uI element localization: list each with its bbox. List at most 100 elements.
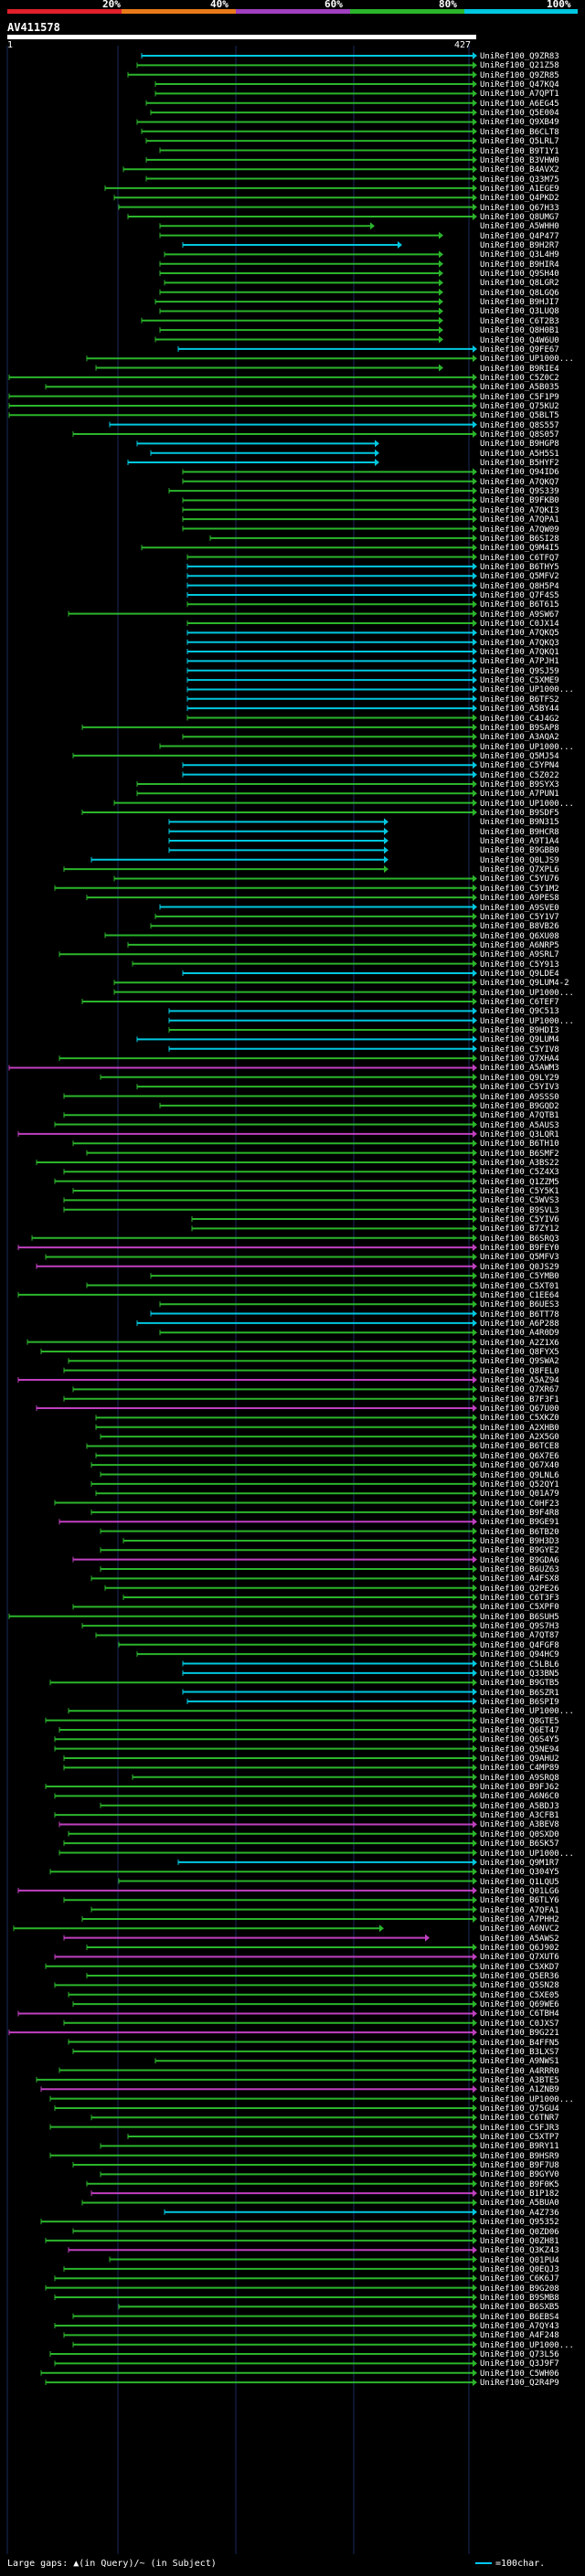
hit-label-link[interactable]: UniRef100_Q9ZR85 — [480, 70, 559, 80]
hit-label-link[interactable]: UniRef100_B9F7U8 — [480, 2161, 559, 2171]
hit-label-link[interactable]: UniRef100_Q4PKD2 — [480, 194, 559, 204]
hit-label-link[interactable]: UniRef100_C5YPN4 — [480, 761, 559, 771]
hit-label-link[interactable]: UniRef100_C6T2B3 — [480, 316, 559, 326]
hit-label-link[interactable]: UniRef100_Q7XPL6 — [480, 865, 559, 875]
hit-label-link[interactable]: UniRef100_B6UZ63 — [480, 1565, 559, 1574]
hit-label-link[interactable]: UniRef100_C5XPF0 — [480, 1603, 559, 1613]
hit-label-link[interactable]: UniRef100_Q9LUM4 — [480, 1035, 559, 1045]
hit-label-link[interactable]: UniRef100_Q5MFV3 — [480, 1253, 559, 1263]
hit-label-link[interactable]: UniRef100_B9H2R7 — [480, 241, 559, 250]
hit-label-link[interactable]: UniRef100_C5Z0C2 — [480, 373, 559, 383]
hit-label-link[interactable]: UniRef100_Q9SWA2 — [480, 1357, 559, 1367]
hit-label-link[interactable]: UniRef100_B9GTB5 — [480, 1679, 559, 1689]
hit-label-link[interactable]: UniRef100_C5YIV6 — [480, 1215, 559, 1225]
hit-label-link[interactable]: UniRef100_A5AZ94 — [480, 1376, 559, 1385]
hit-label-link[interactable]: UniRef100_C6TBH4 — [480, 2009, 559, 2019]
hit-label-link[interactable]: UniRef100_Q7F4S5 — [480, 590, 559, 600]
hit-label-link[interactable]: UniRef100_Q5ER36 — [480, 1972, 559, 1982]
hit-label-link[interactable]: UniRef100_A6NVC2 — [480, 1924, 559, 1935]
hit-label-link[interactable]: UniRef100_C5FJR3 — [480, 2123, 559, 2133]
hit-label-link[interactable]: UniRef100_B4FFN5 — [480, 2038, 559, 2048]
hit-label-link[interactable]: UniRef100_Q3J9F7 — [480, 2359, 559, 2369]
hit-label-link[interactable]: UniRef100_B6TH10 — [480, 1140, 559, 1150]
hit-label-link[interactable]: UniRef100_C5Y5K1 — [480, 1187, 559, 1196]
hit-label-link[interactable]: UniRef100_Q5BLT5 — [480, 411, 559, 421]
hit-label-link[interactable]: UniRef100_A4F248 — [480, 2331, 559, 2341]
hit-label-link[interactable]: UniRef100_Q8LGQ6 — [480, 288, 559, 298]
hit-label-link[interactable]: UniRef100_B6THY5 — [480, 562, 559, 572]
hit-label-link[interactable]: UniRef100_UP1000... — [480, 988, 574, 998]
hit-label-link[interactable]: UniRef100_Q2PE26 — [480, 1584, 559, 1594]
hit-label-link[interactable]: UniRef100_C5Z4X3 — [480, 1168, 559, 1178]
hit-label-link[interactable]: UniRef100_B6TFS2 — [480, 694, 559, 705]
hit-label-link[interactable]: UniRef100_A5H5S1 — [480, 449, 559, 459]
hit-label-link[interactable]: UniRef100_A6N6C0 — [480, 1792, 559, 1802]
hit-label-link[interactable]: UniRef100_B9GE91 — [480, 1518, 559, 1528]
hit-label-link[interactable]: UniRef100_C0JX14 — [480, 620, 559, 629]
hit-label-link[interactable]: UniRef100_Q9C513 — [480, 1007, 559, 1017]
hit-label-link[interactable]: UniRef100_A7QPT1 — [480, 90, 559, 100]
hit-label-link[interactable]: UniRef100_B6UES3 — [480, 1300, 559, 1310]
hit-label-link[interactable]: UniRef100_Q75GU4 — [480, 2104, 559, 2114]
hit-label-link[interactable]: UniRef100_A5AWM3 — [480, 1064, 559, 1074]
hit-label-link[interactable]: UniRef100_A7PHH2 — [480, 1914, 559, 1924]
hit-label-link[interactable]: UniRef100_B6SMF2 — [480, 1149, 559, 1159]
hit-label-link[interactable]: UniRef100_C5Y1M2 — [480, 884, 559, 894]
hit-label-link[interactable]: UniRef100_A9SRQ8 — [480, 1773, 559, 1783]
hit-label-link[interactable]: UniRef100_A9SRL7 — [480, 950, 559, 960]
hit-label-link[interactable]: UniRef100_C4J4G2 — [480, 714, 559, 724]
hit-label-link[interactable]: UniRef100_Q4W6U0 — [480, 335, 559, 345]
hit-label-link[interactable]: UniRef100_B3VHW0 — [480, 155, 559, 165]
hit-label-link[interactable]: UniRef100_C5YMB0 — [480, 1272, 559, 1282]
hit-label-link[interactable]: UniRef100_Q75KU2 — [480, 401, 559, 411]
hit-label-link[interactable]: UniRef100_A9SW67 — [480, 610, 559, 620]
hit-label-link[interactable]: UniRef100_UP1000... — [480, 799, 574, 809]
hit-label-link[interactable]: UniRef100_Q4P477 — [480, 231, 559, 241]
hit-label-link[interactable]: UniRef100_Q3L4H9 — [480, 250, 559, 260]
hit-label-link[interactable]: UniRef100_B9FJ62 — [480, 1783, 559, 1793]
hit-label-link[interactable]: UniRef100_B9SMB8 — [480, 2293, 559, 2303]
hit-label-link[interactable]: UniRef100_B9SDF5 — [480, 809, 559, 818]
hit-label-link[interactable]: UniRef100_C5WH06 — [480, 2369, 559, 2379]
hit-label-link[interactable]: UniRef100_C5XME9 — [480, 676, 559, 686]
hit-label-link[interactable]: UniRef100_B6TB20 — [480, 1527, 559, 1537]
hit-label-link[interactable]: UniRef100_A9SVE0 — [480, 903, 559, 913]
hit-label-link[interactable]: UniRef100_UP1000... — [480, 355, 574, 365]
hit-label-link[interactable]: UniRef100_B9HIR4 — [480, 260, 559, 270]
hit-label-link[interactable]: UniRef100_A7QKQ5 — [480, 629, 559, 639]
hit-label-link[interactable]: UniRef100_Q95352 — [480, 2218, 559, 2228]
hit-label-link[interactable]: UniRef100_Q9FE67 — [480, 345, 559, 355]
hit-label-link[interactable]: UniRef100_A4RRR0 — [480, 2066, 559, 2076]
hit-label-link[interactable]: UniRef100_C5Y1V7 — [480, 912, 559, 922]
hit-label-link[interactable]: UniRef100_Q5E004 — [480, 109, 559, 119]
hit-label-link[interactable]: UniRef100_A3BTE5 — [480, 2075, 559, 2085]
hit-label-link[interactable]: UniRef100_Q67U00 — [480, 1405, 559, 1415]
hit-label-link[interactable]: UniRef100_Q33BN5 — [480, 1669, 559, 1679]
hit-label-link[interactable]: UniRef100_B6SK57 — [480, 1839, 559, 1850]
hit-label-link[interactable]: UniRef100_A1EGE9 — [480, 184, 559, 194]
hit-label-link[interactable]: UniRef100_Q0ZH81 — [480, 2236, 559, 2246]
hit-label-link[interactable]: UniRef100_Q9M4I5 — [480, 544, 559, 554]
hit-label-link[interactable]: UniRef100_Q0EQJ3 — [480, 2264, 559, 2274]
hit-label-link[interactable]: UniRef100_A1ZNB9 — [480, 2085, 559, 2095]
hit-label-link[interactable]: UniRef100_A6EG45 — [480, 99, 559, 109]
hit-label-link[interactable]: UniRef100_Q2R4P9 — [480, 2379, 559, 2389]
hit-label-link[interactable]: UniRef100_Q5MJ54 — [480, 751, 559, 761]
hit-label-link[interactable]: UniRef100_A5BY44 — [480, 705, 559, 715]
hit-label-link[interactable]: UniRef100_A5BUA0 — [480, 2199, 559, 2209]
hit-label-link[interactable]: UniRef100_Q3KZ43 — [480, 2246, 559, 2256]
hit-label-link[interactable]: UniRef100_B9F0K5 — [480, 2179, 559, 2189]
hit-label-link[interactable]: UniRef100_A3AQA2 — [480, 733, 559, 743]
hit-label-link[interactable]: UniRef100_B9GYE2 — [480, 1546, 559, 1556]
hit-label-link[interactable]: UniRef100_A7QW09 — [480, 525, 559, 535]
hit-label-link[interactable]: UniRef100_C5YIV3 — [480, 1083, 559, 1093]
hit-label-link[interactable]: UniRef100_Q3LUQ8 — [480, 307, 559, 317]
hit-label-link[interactable]: UniRef100_A6NRP5 — [480, 940, 559, 950]
hit-label-link[interactable]: UniRef100_Q8FEL0 — [480, 1366, 559, 1376]
hit-label-link[interactable]: UniRef100_Q9M1R7 — [480, 1858, 559, 1868]
hit-label-link[interactable]: UniRef100_B9RY11 — [480, 2142, 559, 2152]
hit-label-link[interactable]: UniRef100_C5YIV8 — [480, 1044, 559, 1055]
hit-label-link[interactable]: UniRef100_UP1000... — [480, 1849, 574, 1859]
hit-label-link[interactable]: UniRef100_B9N315 — [480, 818, 559, 828]
hit-label-link[interactable]: UniRef100_B9HCR8 — [480, 827, 559, 837]
